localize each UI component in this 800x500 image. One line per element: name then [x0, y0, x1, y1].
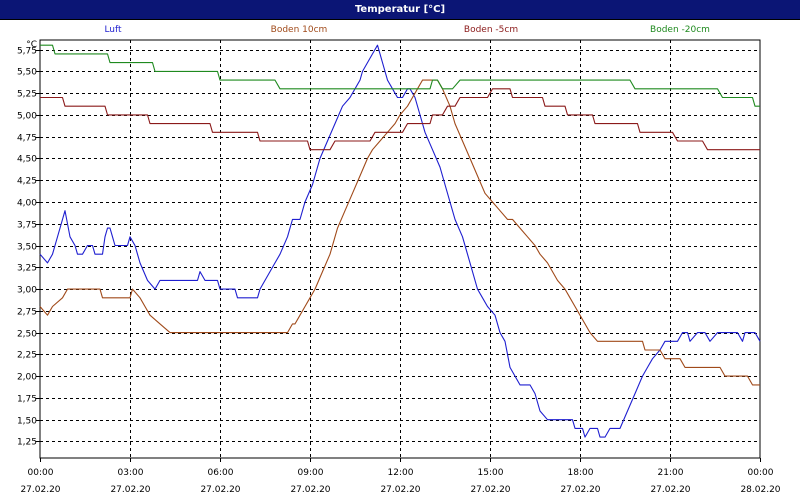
series-line-boden-minus-20cm [40, 44, 760, 107]
y-tick-label: 4,50 [17, 155, 37, 165]
x-tick-date-label: 28.02.20 [740, 485, 780, 495]
y-tick-label: 5,25 [17, 90, 37, 100]
series-line-boden-minus-5cm [40, 88, 760, 151]
x-tick-date-label: 27.02.20 [470, 485, 510, 495]
y-axis-unit-label: °C [26, 40, 37, 50]
legend-entry-luft: Luft [104, 25, 122, 35]
chart-title-bar: Temperatur [°C] [0, 0, 800, 20]
legend-entry-boden-10cm: Boden 10cm [270, 25, 328, 35]
x-tick-time-label: 21:00 [658, 468, 684, 478]
y-tick-label: 4,25 [17, 177, 37, 187]
y-tick-label: 5,00 [17, 112, 37, 122]
x-tick-date-label: 27.02.20 [110, 485, 150, 495]
x-tick-date-label: 27.02.20 [650, 485, 690, 495]
x-tick-time-label: 18:00 [568, 468, 594, 478]
y-tick-label: 3,00 [17, 286, 37, 296]
y-tick-label: 2,25 [17, 351, 37, 361]
x-tick-date-label: 27.02.20 [200, 485, 240, 495]
y-tick-label: 2,75 [17, 308, 37, 318]
x-tick-time-label: 03:00 [118, 468, 144, 478]
y-tick-label: 3,25 [17, 264, 37, 274]
y-tick-label: 2,00 [17, 373, 37, 383]
series-line-boden-10cm [39, 79, 760, 386]
y-tick-label: 4,75 [17, 134, 37, 144]
legend-entry-boden-minus-20cm: Boden -20cm [650, 25, 710, 35]
y-tick-label: 3,75 [17, 221, 37, 231]
y-tick-label: 1,75 [17, 395, 37, 405]
x-tick-date-label: 27.02.20 [20, 485, 60, 495]
y-tick-label: 5,75 [17, 47, 37, 57]
x-tick-time-label: 00:00 [748, 468, 774, 478]
x-tick-time-label: 15:00 [478, 468, 504, 478]
legend-entry-boden-minus-5cm: Boden -5cm [463, 25, 519, 35]
x-tick-date-label: 27.02.20 [380, 485, 420, 495]
y-tick-label: 5,50 [17, 68, 37, 78]
y-tick-label: 1,50 [17, 417, 37, 427]
series-line-luft [39, 44, 761, 438]
x-tick-time-label: 12:00 [388, 468, 414, 478]
y-tick-label: 1,25 [17, 438, 37, 448]
x-tick-date-label: 27.02.20 [290, 485, 330, 495]
y-tick-label: 4,00 [17, 199, 37, 209]
x-tick-date-label: 27.02.20 [560, 485, 600, 495]
chart-legend: Luft Boden 10cm Boden -5cm Boden -20cm [0, 25, 800, 37]
x-tick-time-label: 06:00 [208, 468, 234, 478]
y-tick-label: 3,50 [17, 243, 37, 253]
x-tick-time-label: 09:00 [298, 468, 324, 478]
y-tick-label: 2,50 [17, 330, 37, 340]
x-tick-time-label: 00:00 [28, 468, 54, 478]
chart-title: Temperatur [°C] [354, 4, 446, 15]
